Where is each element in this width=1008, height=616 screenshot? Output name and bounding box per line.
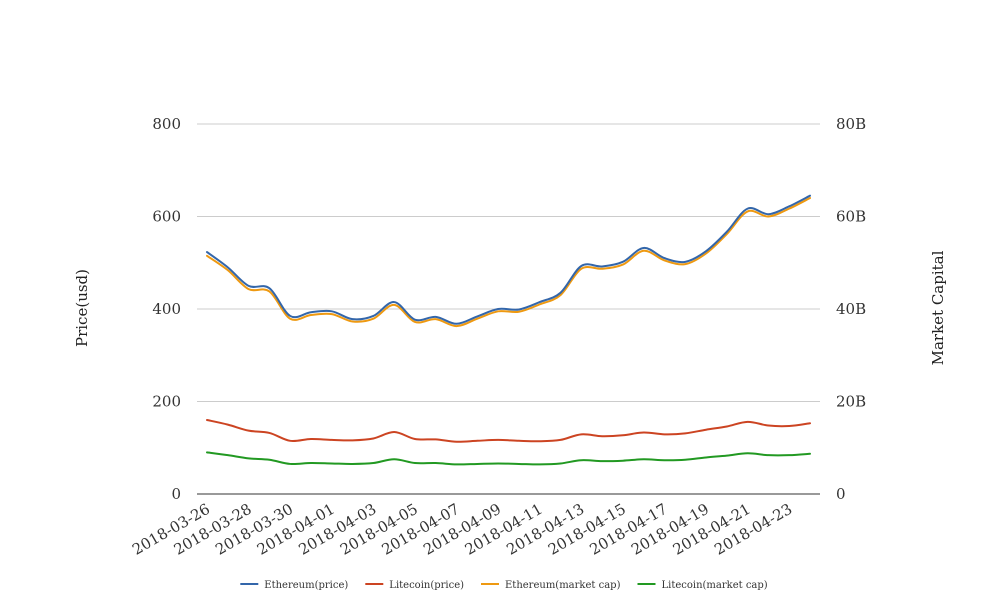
right-tick-label: 80B: [836, 115, 866, 133]
right-tick-label: 20B: [836, 393, 866, 411]
series-lines: [206, 194, 811, 466]
left-tick-label: 800: [152, 115, 181, 133]
gridlines: [197, 123, 820, 402]
legend: Ethereum(price) Litecoin(price) Ethereum(m…: [240, 580, 768, 591]
legend-label: Litecoin(price): [389, 580, 464, 591]
left-y-axis: 0 200 400 600 800: [152, 115, 181, 503]
left-tick-label: 600: [152, 208, 181, 226]
left-tick-label: 400: [152, 300, 181, 318]
legend-label: Ethereum(price): [264, 580, 348, 591]
right-axis-title: Market Capital: [929, 250, 947, 365]
right-tick-label: 60B: [836, 208, 866, 226]
legend-label: Litecoin(market cap): [662, 580, 768, 591]
right-tick-label: 0: [836, 485, 846, 503]
left-tick-label: 0: [171, 485, 181, 503]
right-y-axis: 0 20B 40B 60B 80B: [836, 115, 866, 503]
left-tick-label: 200: [152, 393, 181, 411]
legend-label: Ethereum(market cap): [505, 580, 621, 591]
legend-item[interactable]: Litecoin(market cap): [637, 580, 768, 591]
left-axis-title: Price(usd): [73, 269, 91, 347]
series-line-ethereum-market-cap: [206, 197, 811, 328]
x-axis: 2018-03-262018-03-282018-03-302018-04-01…: [129, 500, 795, 559]
legend-item[interactable]: Ethereum(market cap): [481, 580, 621, 591]
series-line-litecoin-price: [206, 419, 811, 443]
legend-item[interactable]: Ethereum(price): [240, 580, 348, 591]
series-line-ethereum-price: [206, 194, 811, 325]
legend-item[interactable]: Litecoin(price): [365, 580, 464, 591]
series-line-litecoin-market-cap: [206, 451, 811, 466]
right-tick-label: 40B: [836, 300, 866, 318]
